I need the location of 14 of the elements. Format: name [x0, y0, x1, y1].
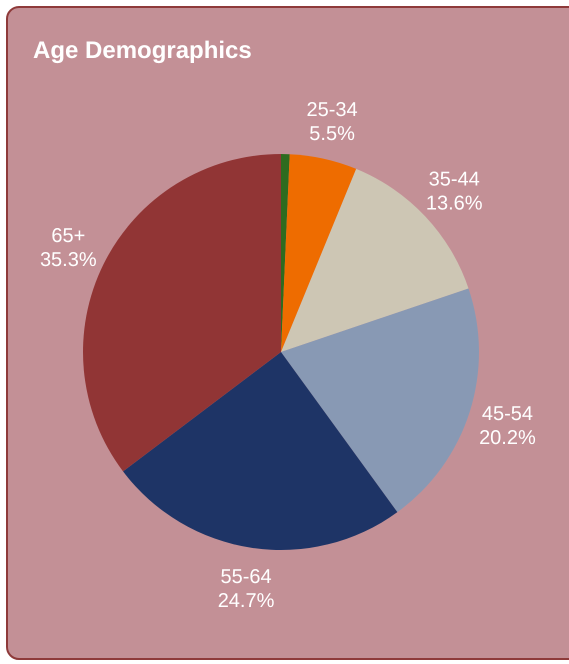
data-label: 24.7%	[218, 590, 275, 612]
slice-label: 55-64	[220, 566, 272, 588]
data-label: 13.6%	[426, 192, 483, 214]
pie-slice	[281, 154, 356, 352]
chart-title: Age Demographics	[33, 37, 252, 64]
data-label: 20.2%	[479, 427, 536, 449]
slice-label: 45-54	[482, 403, 534, 425]
pie-slice	[281, 288, 479, 512]
pie-slice	[123, 352, 398, 550]
slice-label: 35-44	[428, 168, 480, 190]
data-label: 35.3%	[40, 249, 97, 272]
slice-label: 25-34	[306, 98, 358, 121]
slice-label: 65+	[51, 225, 86, 248]
data-label: 5.5%	[309, 122, 356, 145]
